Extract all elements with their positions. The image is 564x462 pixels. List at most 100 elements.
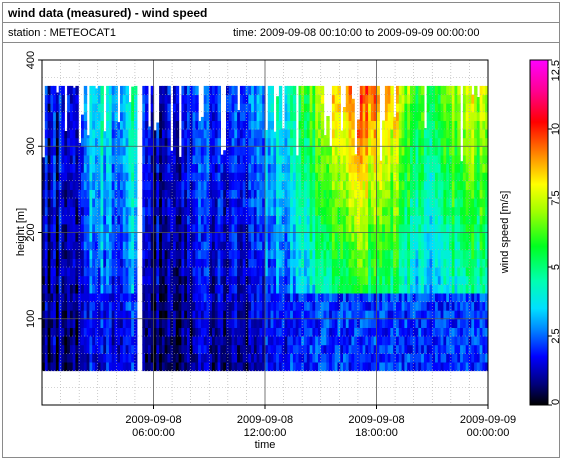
heatmap-cell	[309, 146, 313, 156]
heatmap-cell	[471, 103, 475, 113]
heatmap-cell	[437, 206, 442, 216]
heatmap-cell	[281, 249, 286, 259]
heatmap-cell	[145, 327, 149, 337]
heatmap-cell	[220, 163, 224, 173]
heatmap-cell	[368, 120, 372, 130]
heatmap-cell	[175, 189, 180, 199]
heatmap-cell	[251, 103, 255, 113]
heatmap-cell	[421, 241, 425, 251]
heatmap-cell	[471, 94, 475, 104]
heatmap-cell	[471, 206, 475, 216]
heatmap-cell	[53, 198, 57, 208]
heatmap-cell	[251, 232, 255, 242]
heatmap-cell	[214, 353, 219, 363]
heatmap-cell	[53, 120, 57, 130]
heatmap-cell	[410, 310, 414, 320]
heatmap-cell	[359, 310, 364, 320]
heatmap-cell	[449, 344, 453, 354]
heatmap-cell	[345, 180, 350, 190]
heatmap-cell	[415, 146, 419, 156]
heatmap-cell	[173, 94, 177, 104]
heatmap-cell	[398, 267, 403, 277]
heatmap-cell	[164, 85, 168, 96]
heatmap-cell	[432, 301, 436, 311]
heatmap-cell	[142, 172, 146, 182]
heatmap-cell	[203, 361, 208, 372]
heatmap-cell	[125, 301, 129, 311]
heatmap-cell	[55, 120, 60, 130]
heatmap-cell	[376, 318, 380, 328]
heatmap-cell	[379, 318, 383, 328]
heatmap-cell	[387, 241, 392, 251]
heatmap-cell	[398, 336, 403, 346]
heatmap-cell	[150, 103, 155, 113]
heatmap-cell	[382, 353, 386, 363]
heatmap-cell	[276, 129, 280, 139]
heatmap-cell	[370, 241, 375, 251]
heatmap-cell	[315, 361, 319, 372]
heatmap-cell	[449, 249, 453, 259]
heatmap-cell	[398, 353, 403, 363]
heatmap-cell	[412, 120, 417, 130]
heatmap-cell	[323, 172, 327, 182]
heatmap-cell	[167, 258, 171, 268]
heatmap-cell	[145, 258, 149, 268]
heatmap-cell	[348, 284, 352, 294]
heatmap-cell	[55, 92, 60, 96]
heatmap-cell	[237, 353, 241, 363]
heatmap-cell	[298, 206, 302, 216]
heatmap-cell	[212, 85, 216, 96]
heatmap-cell	[318, 94, 322, 104]
heatmap-cell	[156, 206, 160, 216]
heatmap-cell	[131, 163, 135, 173]
heatmap-cell	[410, 111, 414, 121]
heatmap-cell	[173, 353, 177, 363]
heatmap-cell	[239, 94, 244, 104]
heatmap-cell	[476, 172, 481, 182]
heatmap-cell	[418, 344, 422, 354]
heatmap-cell	[359, 120, 364, 130]
heatmap-cell	[50, 137, 54, 147]
heatmap-cell	[111, 249, 116, 259]
heatmap-cell	[343, 361, 347, 372]
heatmap-cell	[446, 336, 450, 346]
heatmap-cell	[195, 198, 199, 208]
heatmap-cell	[454, 94, 458, 104]
heatmap-cell	[125, 310, 129, 320]
heatmap-cell	[337, 344, 341, 354]
heatmap-cell	[42, 249, 46, 259]
heatmap-cell	[106, 85, 110, 96]
heatmap-cell	[187, 120, 191, 130]
heatmap-cell	[242, 146, 247, 156]
heatmap-cell	[114, 137, 118, 147]
heatmap-cell	[482, 327, 486, 337]
heatmap-cell	[67, 353, 71, 363]
heatmap-cell	[50, 232, 54, 242]
heatmap-cell	[173, 137, 177, 147]
heatmap-cell	[329, 353, 333, 363]
heatmap-cell	[340, 172, 344, 182]
heatmap-cell	[234, 172, 238, 182]
heatmap-cell	[290, 241, 294, 251]
heatmap-cell	[153, 241, 157, 251]
heatmap-cell	[292, 223, 297, 234]
heatmap-cell	[432, 232, 436, 242]
heatmap-cell	[234, 301, 238, 311]
heatmap-cell	[212, 180, 216, 190]
heatmap-cell	[373, 172, 378, 182]
heatmap-cell	[348, 206, 352, 216]
heatmap-cell	[131, 249, 135, 259]
heatmap-cell	[153, 137, 157, 147]
heatmap-cell	[343, 120, 347, 130]
heatmap-cell	[298, 198, 302, 208]
heatmap-cell	[401, 111, 405, 121]
heatmap-cell	[368, 154, 372, 165]
heatmap-cell	[396, 336, 400, 346]
heatmap-cell	[465, 206, 470, 216]
heatmap-cell	[103, 258, 107, 268]
heatmap-cell	[147, 292, 152, 303]
heatmap-cell	[370, 249, 375, 259]
heatmap-cell	[451, 275, 456, 285]
heatmap-cell	[379, 353, 383, 363]
heatmap-cell	[253, 103, 258, 113]
